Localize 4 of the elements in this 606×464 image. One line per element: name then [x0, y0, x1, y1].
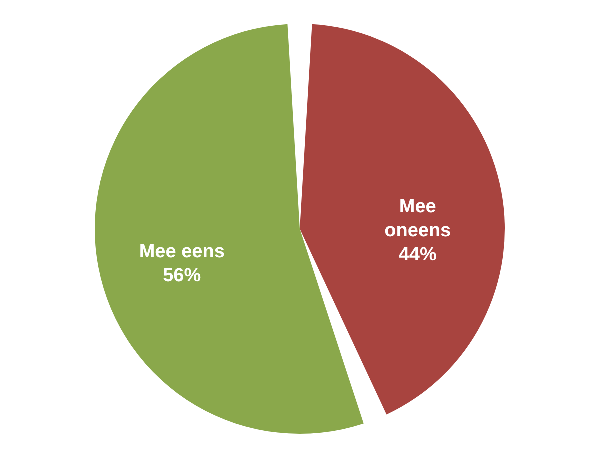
slice-label: Mee oneens — [384, 196, 452, 242]
slice-label: Mee eens — [139, 241, 225, 262]
data-label: 56% — [163, 265, 202, 286]
data-label: 44% — [398, 244, 437, 266]
